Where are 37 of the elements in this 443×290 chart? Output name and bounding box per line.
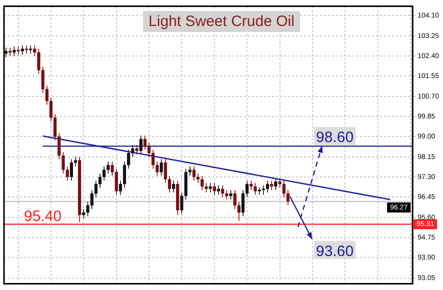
candlestick <box>8 47 12 56</box>
candlestick <box>86 202 90 217</box>
candlestick <box>82 208 86 219</box>
candlestick <box>180 192 184 214</box>
candlestick <box>250 180 253 190</box>
candlestick <box>114 168 118 196</box>
candlestick <box>58 132 61 160</box>
candlestick <box>156 161 159 176</box>
annotation: 95.40 <box>24 208 62 226</box>
candlestick <box>278 178 282 188</box>
candlestick <box>37 48 40 74</box>
candlestick <box>233 190 236 210</box>
candlestick <box>208 182 212 193</box>
annotation: 93.60 <box>316 243 354 260</box>
candlestick <box>106 161 110 174</box>
candlestick <box>41 66 44 94</box>
candlestick <box>12 46 16 56</box>
candlestick <box>229 190 232 200</box>
candlestick <box>270 180 274 190</box>
candlestick <box>225 190 228 200</box>
candlestick <box>200 175 204 190</box>
candlestick <box>90 190 94 210</box>
candlestick <box>66 166 69 181</box>
candlestick <box>254 182 257 196</box>
candlestick <box>152 149 155 170</box>
candlestick <box>131 144 134 158</box>
text: Light Sweet Crude Oil <box>142 11 300 32</box>
ref-line-label: 98.60 <box>316 129 354 146</box>
candlestick <box>184 168 188 200</box>
candlestick <box>126 149 130 170</box>
candlestick <box>110 161 114 176</box>
candlestick <box>160 158 163 176</box>
candlestick <box>62 152 65 174</box>
candlestick <box>139 135 143 155</box>
candlestick <box>204 182 208 193</box>
candlestick <box>135 144 138 155</box>
candlestick <box>33 44 36 56</box>
